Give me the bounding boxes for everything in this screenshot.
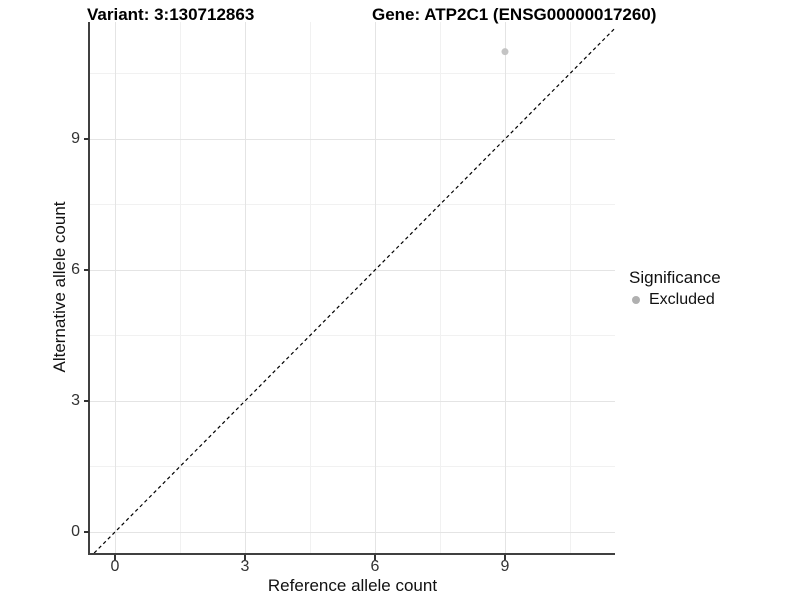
gridline: [504, 22, 506, 553]
gridline: [569, 22, 571, 553]
y-axis-title: Alternative allele count: [50, 201, 69, 373]
gridline: [90, 204, 615, 206]
y-tick-label-6: 6: [71, 261, 80, 278]
y-tick-mark: [84, 268, 89, 271]
x-axis-title: Reference allele count: [267, 576, 438, 595]
legend-entry-label: Excluded: [649, 291, 715, 308]
gridline: [90, 269, 615, 271]
excluded-point-icon: [632, 296, 640, 304]
chart-title-gene: Gene: ATP2C1 (ENSG00000017260): [372, 5, 657, 24]
y-tick-mark: [84, 399, 89, 402]
y-axis-line: [88, 22, 90, 555]
gridline: [90, 138, 615, 140]
plot-layer: [93, 27, 615, 553]
x-tick-label-9: 9: [500, 558, 510, 575]
y-tick-label-0: 0: [71, 523, 80, 540]
gridline: [90, 400, 615, 402]
gridline: [115, 22, 116, 553]
y-tick-mark: [84, 137, 89, 140]
y-tick-mark: [84, 531, 89, 533]
gridline: [90, 73, 615, 75]
gridline: [309, 22, 311, 553]
legend-key: [629, 292, 646, 309]
gridline: [439, 22, 441, 553]
gridline: [179, 22, 181, 553]
gridline: [90, 466, 615, 468]
gridline: [90, 335, 615, 337]
plot-panel: [90, 22, 615, 553]
x-tick-label-3: 3: [240, 558, 250, 575]
legend-title: Significance: [629, 268, 721, 287]
x-tick-mark: [373, 555, 376, 560]
x-tick-mark: [503, 555, 506, 560]
gridline: [374, 22, 376, 553]
x-tick-mark: [243, 555, 246, 560]
y-tick-label-9: 9: [71, 130, 80, 147]
gridline: [244, 22, 246, 553]
x-tick-label-6: 6: [370, 558, 380, 575]
gridline: [90, 532, 615, 533]
x-axis-line: [88, 553, 615, 555]
identity-reference-line: [93, 27, 615, 553]
y-tick-label-3: 3: [71, 392, 80, 409]
chart-title-variant: Variant: 3:130712863: [87, 5, 255, 24]
legend-entry-excluded: Excluded: [629, 291, 721, 309]
x-tick-mark: [114, 555, 116, 560]
legend: Significance Excluded: [629, 268, 721, 309]
data-point: [501, 48, 509, 56]
x-tick-label-0: 0: [110, 558, 120, 575]
